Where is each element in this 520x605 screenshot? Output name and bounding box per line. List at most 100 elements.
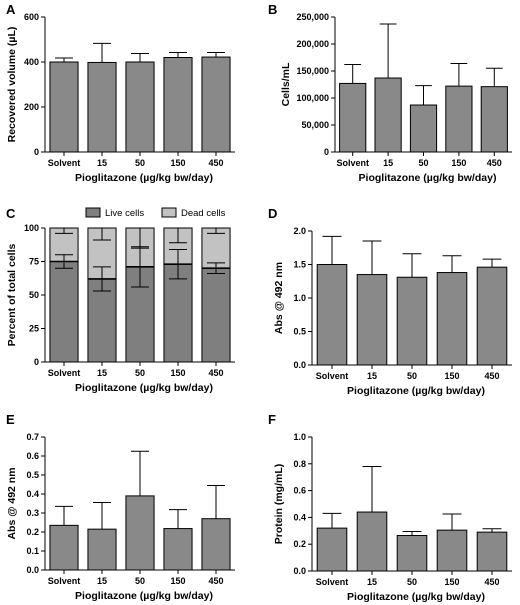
x-tick-label: 50 <box>135 368 145 378</box>
bar <box>125 61 155 153</box>
x-axis-label: Pioglitazone (µg/kg bw/day) <box>75 590 213 602</box>
y-tick-label: 200,000 <box>296 39 329 49</box>
x-tick-label: 150 <box>170 368 185 378</box>
bar-live-cells <box>163 263 193 363</box>
x-tick-label: 15 <box>383 158 393 168</box>
y-tick-label: 150,000 <box>296 66 329 76</box>
x-tick-label: 450 <box>208 368 223 378</box>
bar <box>445 85 473 153</box>
legend-swatch <box>85 207 101 218</box>
legend-swatch <box>161 207 177 218</box>
y-tick-label: 0.0 <box>26 565 39 575</box>
x-tick-label: 50 <box>135 158 145 168</box>
y-axis-label: Cells/mL <box>280 62 292 106</box>
y-tick-label: 0.6 <box>26 451 39 461</box>
chart-panel-b: B 0 50,000 100,000 150,000 200,000 250,000 Cell… <box>268 2 512 184</box>
bar <box>476 266 508 366</box>
y-axis-label: Protein (mg/mL) <box>273 464 285 545</box>
y-tick-label: 0.8 <box>293 459 306 469</box>
y-tick-label: 400 <box>24 57 39 67</box>
x-axis-label: Pioglitazone (µg/kg bw/day) <box>75 172 213 184</box>
y-tick-label: 0.2 <box>293 539 306 549</box>
chart-panel-a: A 0 200 400 600 Recovered volume (µL) Pioglita… <box>6 2 235 184</box>
bar-dead-cells <box>201 227 231 269</box>
y-axis-label: Abs @ 492 nm <box>6 467 18 539</box>
x-tick-label: 150 <box>444 371 459 381</box>
panel-letter: D <box>268 206 277 221</box>
bar <box>436 529 468 572</box>
bar <box>316 264 348 366</box>
y-tick-label: 50,000 <box>301 120 329 130</box>
y-tick-label: 0.0 <box>293 566 306 576</box>
y-tick-label: 200 <box>24 102 39 112</box>
x-tick-label: Solvent <box>48 158 81 168</box>
panel-letter: F <box>268 412 276 427</box>
y-tick-label: 0.2 <box>26 527 39 537</box>
x-tick-label: 450 <box>208 576 223 586</box>
x-tick-label: Solvent <box>48 576 81 586</box>
x-tick-label: 15 <box>97 368 107 378</box>
y-tick-label: 1.0 <box>293 432 306 442</box>
x-axis-label: Pioglitazone (µg/kg bw/day) <box>75 382 213 394</box>
panel-letter: B <box>268 2 277 17</box>
bar <box>436 272 468 366</box>
bar <box>396 534 428 572</box>
x-axis-label: Pioglitazone (µg/kg bw/day) <box>347 385 485 397</box>
y-tick-label: 25 <box>29 324 39 334</box>
y-tick-label: 0 <box>324 147 329 157</box>
x-tick-label: 150 <box>451 158 466 168</box>
y-axis-label: Percent of total cells <box>6 243 18 346</box>
chart-panel-e: E 0.0 0.1 0.2 0.3 0.4 0.5 0.6 0.7 Abs @ 492 nm Pio… <box>6 412 235 602</box>
y-tick-label: 1.5 <box>293 260 306 270</box>
y-tick-label: 0.1 <box>26 546 39 556</box>
x-tick-label: Solvent <box>316 371 349 381</box>
y-tick-label: 100 <box>24 223 39 233</box>
bar <box>316 527 348 572</box>
bar <box>476 531 508 572</box>
x-tick-label: 150 <box>444 577 459 587</box>
x-tick-label: 15 <box>367 577 377 587</box>
y-tick-label: 0.5 <box>293 327 306 337</box>
bar <box>87 528 117 571</box>
y-tick-label: 2.0 <box>293 226 306 236</box>
y-tick-label: 0.4 <box>293 512 306 522</box>
chart-panel-f: F 0.0 0.2 0.4 0.6 0.8 1.0 Protein (mg/mL) Piogli… <box>268 412 512 603</box>
x-axis-label: Pioglitazone (µg/kg bw/day) <box>359 172 497 184</box>
bar <box>201 518 231 571</box>
y-tick-label: 0.7 <box>26 432 39 442</box>
y-tick-label: 0 <box>34 357 39 367</box>
y-axis-label: Abs @ 492 nm <box>273 262 285 334</box>
chart-panel-d: D 0.0 0.5 1.0 1.5 2.0 Abs @ 492 nm Pioglitazone… <box>268 206 512 397</box>
bar <box>356 511 388 572</box>
x-tick-label: 450 <box>484 577 499 587</box>
y-tick-label: 75 <box>29 257 39 267</box>
panel-letter: C <box>6 206 16 221</box>
y-tick-label: 600 <box>24 12 39 22</box>
bar <box>409 104 438 153</box>
x-tick-label: 15 <box>97 158 107 168</box>
bar <box>87 61 117 153</box>
y-tick-label: 0.3 <box>26 508 39 518</box>
x-tick-label: 450 <box>487 158 502 168</box>
x-tick-label: 15 <box>367 371 377 381</box>
bar <box>163 528 193 571</box>
bar-live-cells <box>201 267 231 363</box>
bar <box>356 274 388 366</box>
y-tick-label: 0.0 <box>293 360 306 370</box>
bar <box>480 86 508 153</box>
x-tick-label: Solvent <box>316 577 349 587</box>
x-tick-label: 50 <box>135 576 145 586</box>
bar <box>125 495 155 571</box>
y-tick-label: 50 <box>29 290 39 300</box>
y-tick-label: 1.0 <box>293 293 306 303</box>
bar <box>201 56 231 153</box>
chart-panel-c: C 0 25 50 75 100 Percent of total cells Pioglit… <box>6 206 235 394</box>
bar-live-cells <box>87 278 117 363</box>
bar <box>339 82 367 153</box>
panel-letter: A <box>6 2 16 17</box>
x-tick-label: 450 <box>208 158 223 168</box>
y-axis-label: Recovered volume (µL) <box>6 27 18 143</box>
x-tick-label: 150 <box>170 576 185 586</box>
y-tick-label: 0.4 <box>26 489 39 499</box>
